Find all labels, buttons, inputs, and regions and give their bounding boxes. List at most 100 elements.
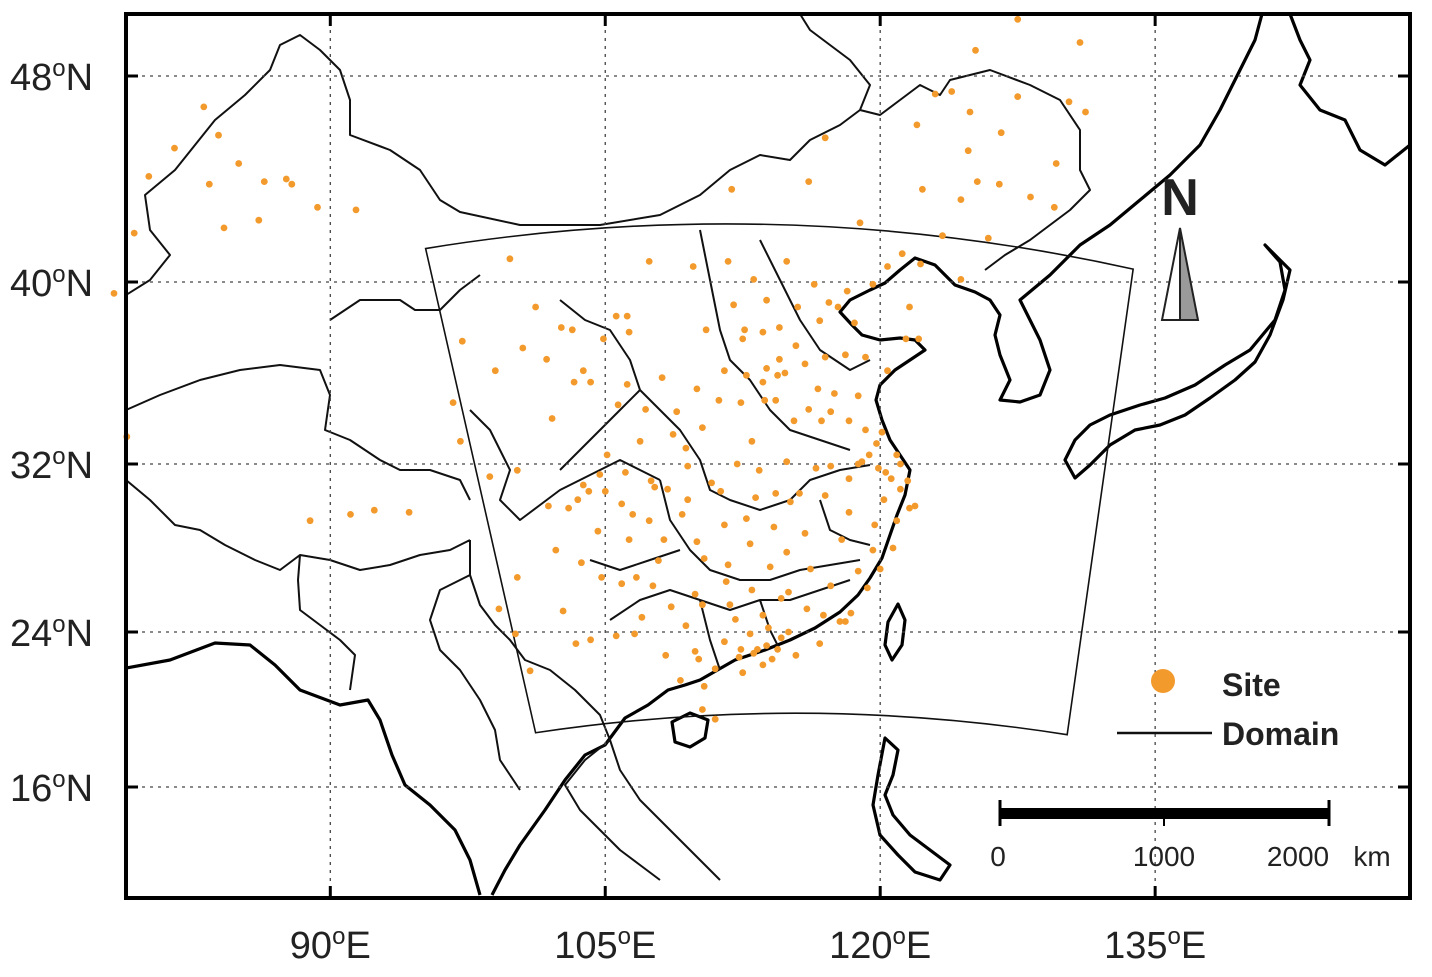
site-marker	[548, 415, 556, 422]
site-marker	[743, 371, 750, 379]
site-marker	[904, 477, 912, 485]
site-marker	[995, 180, 1003, 188]
philippines-coast	[871, 736, 952, 882]
degree-symbol: o	[893, 923, 906, 950]
graticule	[126, 14, 1410, 898]
site-marker	[1014, 93, 1022, 100]
site-marker	[785, 588, 792, 596]
site-marker	[708, 479, 715, 487]
site-marker	[884, 263, 891, 270]
site-marker	[171, 144, 178, 152]
site-marker	[660, 536, 668, 543]
site-marker	[532, 303, 539, 311]
site-marker	[603, 451, 611, 459]
taiwan-coast	[883, 602, 907, 662]
site-marker	[768, 655, 776, 663]
site-marker	[906, 303, 913, 311]
site-marker	[831, 390, 838, 397]
japan-coast	[1063, 13, 1411, 480]
site-marker	[803, 605, 811, 613]
site-marker	[772, 490, 780, 497]
site-marker	[845, 508, 853, 516]
site-marker	[1027, 193, 1034, 201]
site-marker	[902, 335, 910, 343]
scale-label-2000: 2000	[1267, 841, 1329, 872]
site-marker	[843, 287, 851, 295]
site-marker	[893, 517, 901, 525]
site-marker	[862, 353, 869, 361]
site-marker	[260, 178, 268, 186]
site-marker	[812, 464, 820, 472]
site-marker	[570, 378, 578, 386]
site-marker	[801, 529, 809, 537]
site-marker	[761, 396, 769, 404]
site-marker	[957, 276, 965, 283]
site-marker	[821, 134, 829, 142]
lon-label-105: 105oE	[554, 923, 656, 967]
site-marker	[724, 258, 732, 265]
site-marker	[314, 203, 321, 211]
site-marker	[816, 317, 824, 325]
site-marker	[645, 258, 653, 265]
site-marker	[512, 630, 519, 638]
site-marker	[618, 500, 626, 508]
site-marker	[642, 406, 649, 413]
site-marker	[715, 396, 723, 404]
site-marker	[682, 622, 690, 630]
scale-bar: 0 1000 2000 km	[990, 800, 1391, 872]
north-arrow-label: N	[1161, 169, 1199, 227]
site-marker	[647, 477, 655, 485]
site-marker	[897, 460, 904, 468]
site-marker	[763, 296, 770, 304]
legend-site-marker	[1151, 669, 1175, 693]
site-marker	[875, 464, 882, 472]
degree-symbol: o	[52, 443, 65, 470]
site-marker	[854, 392, 862, 400]
site-marker	[711, 665, 719, 673]
lon-label-unit: E	[906, 925, 931, 967]
site-marker	[658, 374, 666, 381]
site-marker	[699, 601, 706, 609]
degree-symbol: o	[52, 261, 65, 288]
site-marker	[600, 335, 607, 343]
site-marker	[282, 175, 290, 183]
site-marker	[574, 496, 582, 504]
site-marker	[678, 511, 686, 518]
site-marker	[917, 260, 924, 268]
site-marker	[856, 219, 864, 227]
site-markers	[110, 15, 1089, 723]
site-marker	[887, 475, 895, 483]
site-marker	[913, 121, 921, 129]
site-marker	[776, 324, 783, 331]
site-marker	[743, 515, 750, 522]
site-marker	[662, 651, 670, 659]
site-marker	[772, 396, 780, 404]
site-marker	[827, 582, 835, 590]
legend: Site Domain	[1117, 667, 1339, 752]
site-marker	[842, 351, 849, 359]
site-marker	[557, 324, 565, 331]
site-marker	[810, 280, 818, 288]
site-marker	[215, 131, 222, 139]
site-marker	[906, 504, 913, 512]
site-marker	[721, 521, 728, 529]
site-marker	[618, 580, 626, 588]
lon-label-unit: E	[1181, 925, 1206, 967]
lat-label-unit: N	[66, 263, 93, 305]
site-marker	[545, 502, 552, 510]
site-marker	[572, 640, 580, 647]
site-marker	[876, 565, 884, 573]
site-marker	[776, 355, 783, 363]
site-marker	[638, 613, 646, 621]
site-marker	[728, 185, 736, 193]
site-marker	[655, 557, 662, 564]
lat-label-unit: N	[66, 57, 93, 99]
site-marker	[827, 408, 835, 416]
site-marker	[889, 544, 897, 552]
lat-label-16: 16oN	[10, 766, 93, 810]
site-marker	[629, 511, 637, 518]
site-marker	[783, 548, 791, 556]
domain-outline	[424, 223, 1135, 736]
site-marker	[200, 103, 208, 111]
